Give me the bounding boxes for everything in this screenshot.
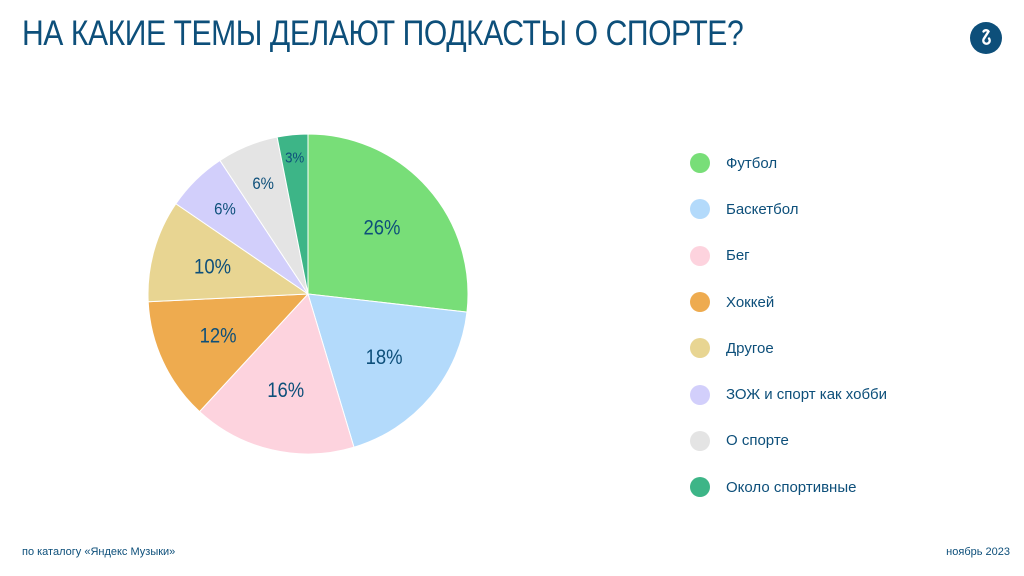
pie-slice-2 xyxy=(307,293,468,448)
pie-slice-3 xyxy=(198,293,355,455)
pie-slice-5 xyxy=(147,203,310,303)
logo-icon xyxy=(970,22,1002,54)
pie-chart: 26% 18% 16% 12% 10% 6% 6% 3% xyxy=(147,133,469,455)
slice-label-4: 12% xyxy=(200,324,237,347)
legend-swatch xyxy=(690,477,710,498)
legend-swatch xyxy=(690,153,710,174)
pie-slice-8 xyxy=(276,133,309,295)
legend-label: Футбол xyxy=(726,154,778,172)
page-title: На какие темы делают подкасты о спорте? xyxy=(22,14,744,53)
slice-label-8: 3% xyxy=(285,149,304,166)
legend-swatch xyxy=(690,338,710,359)
pie-slice-1 xyxy=(307,133,469,313)
legend-item-3: Бег xyxy=(690,233,1010,279)
source-note: по каталогу «Яндекс Музыки» xyxy=(22,546,176,558)
legend-label: Около спортивные xyxy=(726,478,857,496)
legend-swatch xyxy=(690,199,710,220)
pie-slice-4 xyxy=(147,293,310,413)
slice-label-2: 18% xyxy=(366,346,403,369)
legend-label: ЗОЖ и спорт как хобби xyxy=(726,386,888,404)
legend-swatch xyxy=(690,384,710,405)
chart-legend: Футбол Баскетбол Бег Хоккей Другое ЗОЖ и спор… xyxy=(690,140,1010,510)
slice-label-3: 16% xyxy=(267,379,304,402)
slice-label-6: 6% xyxy=(214,201,236,219)
legend-label: Другое xyxy=(726,339,774,357)
slice-label-1: 26% xyxy=(364,216,401,239)
legend-label: О спорте xyxy=(726,432,789,450)
legend-item-5: Другое xyxy=(690,325,1010,371)
legend-item-7: О спорте xyxy=(690,418,1010,464)
legend-item-8: Около спортивные xyxy=(690,464,1010,510)
legend-item-6: ЗОЖ и спорт как хобби xyxy=(690,371,1010,417)
legend-swatch xyxy=(690,292,710,313)
date-note: ноябрь 2023 xyxy=(946,546,1010,558)
slice-label-5: 10% xyxy=(194,255,231,278)
legend-label: Хоккей xyxy=(726,293,775,311)
slice-label-7: 6% xyxy=(252,175,274,193)
legend-item-1: Футбол xyxy=(690,140,1010,186)
legend-item-2: Баскетбол xyxy=(690,186,1010,232)
legend-swatch xyxy=(690,245,710,266)
legend-swatch xyxy=(690,430,710,451)
legend-item-4: Хоккей xyxy=(690,279,1010,325)
legend-label: Баскетбол xyxy=(726,200,799,218)
legend-label: Бег xyxy=(726,247,750,265)
